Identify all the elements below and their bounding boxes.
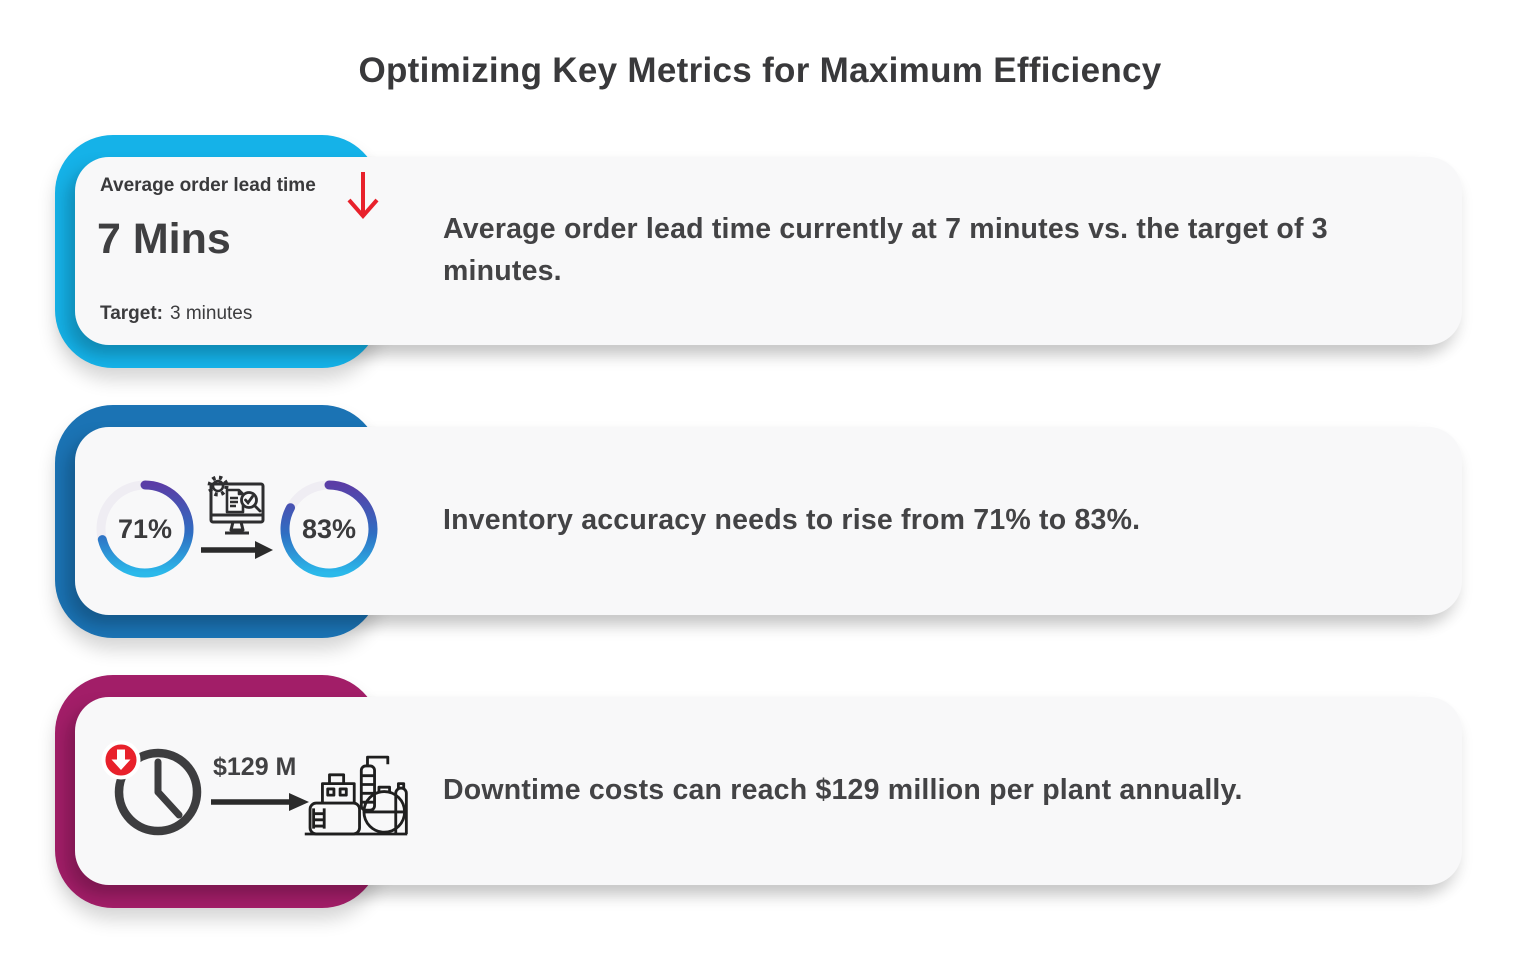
metric-value: 7 Mins xyxy=(97,215,231,263)
lead-time-card: Average order lead time 7 Mins Target: 3 … xyxy=(75,157,1462,345)
downtime-clock-icon xyxy=(101,740,202,836)
progress-ring-end: 83% xyxy=(279,479,379,579)
inventory-card: 71% xyxy=(75,427,1462,615)
target-line: Target: 3 minutes xyxy=(100,303,252,325)
target-value: 3 minutes xyxy=(169,303,253,324)
cost-label: $129 M xyxy=(213,753,297,781)
inventory-scan-monitor-icon xyxy=(207,475,265,535)
downtime-card: $129 M Down xyxy=(75,697,1462,885)
card-inventory-accuracy: 71% xyxy=(55,405,1462,638)
metric-label: Average order lead time xyxy=(100,175,316,196)
plant-factory-icon xyxy=(304,755,408,836)
ring-start-percent: 71% xyxy=(117,513,173,544)
progress-ring-71-icon xyxy=(96,480,194,578)
card-downtime-cost: $129 M Down xyxy=(55,675,1462,908)
progress-ring-83-icon xyxy=(280,480,378,578)
ring-end-percent: 83% xyxy=(301,513,357,544)
page-title: Optimizing Key Metrics for Maximum Effic… xyxy=(358,51,1162,90)
arrow-down-red-icon xyxy=(347,172,379,220)
progress-ring-start: 71% xyxy=(95,479,195,579)
lead-time-description: Average order lead time currently at 7 m… xyxy=(443,213,1328,287)
arrow-right-icon xyxy=(201,541,273,559)
downtime-description: Downtime costs can reach $129 million pe… xyxy=(443,774,1243,807)
arrow-down-white-icon xyxy=(111,749,131,770)
target-label: Target: xyxy=(100,303,163,324)
inventory-description: Inventory accuracy needs to rise from 71… xyxy=(443,504,1141,537)
card-lead-time: Average order lead time 7 Mins Target: 3 … xyxy=(55,135,1462,368)
arrow-right-icon xyxy=(211,793,309,811)
